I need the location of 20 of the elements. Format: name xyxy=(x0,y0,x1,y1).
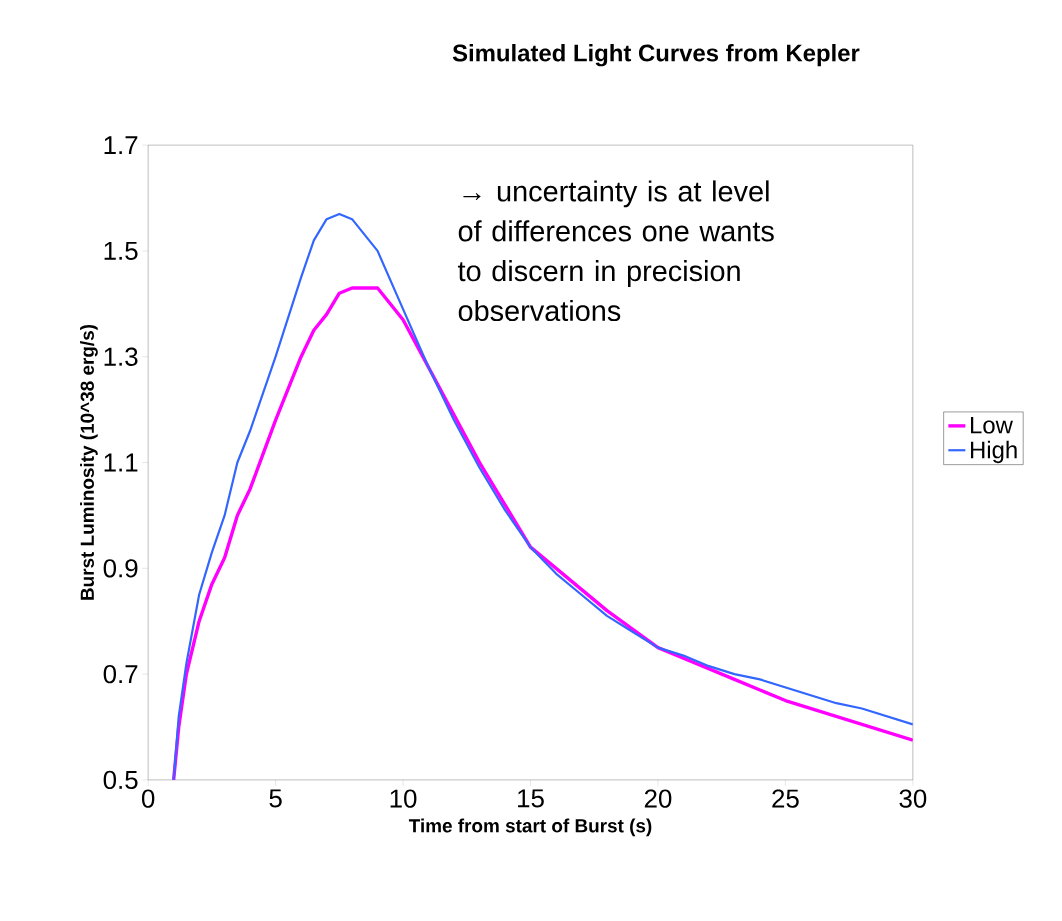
x-tick-label: 5 xyxy=(269,789,282,808)
x-tick-label: 15 xyxy=(518,789,544,808)
y-tick-label: 0.7 xyxy=(103,664,138,684)
legend-label: Low xyxy=(971,416,1013,434)
y-tick-label: 1.7 xyxy=(104,136,138,155)
y-tick-label: 1.1 xyxy=(104,453,138,472)
chart-title: Simulated Light Curves from Kepler xyxy=(452,43,860,67)
x-tick-label: 20 xyxy=(644,789,672,808)
legend-label: High xyxy=(971,440,1017,464)
x-axis-title: Time from start of Burst (s) xyxy=(408,818,652,837)
y-tick-label: 1.5 xyxy=(104,241,138,260)
x-tick-label: 30 xyxy=(899,789,927,808)
y-tick-label: 0.5 xyxy=(103,770,138,790)
y-axis-title: Burst Luminosity (10^38 erg/s) xyxy=(80,324,98,600)
x-tick-label: 10 xyxy=(390,789,417,808)
annotation: → uncertainty is at level of differences one wants to discern in precision observations xyxy=(457,180,774,322)
y-tick-label: 0.9 xyxy=(103,559,138,578)
x-tick-label: 25 xyxy=(772,789,799,808)
x-tick-label: 0 xyxy=(141,789,155,808)
y-tick-label: 1.3 xyxy=(104,347,138,366)
